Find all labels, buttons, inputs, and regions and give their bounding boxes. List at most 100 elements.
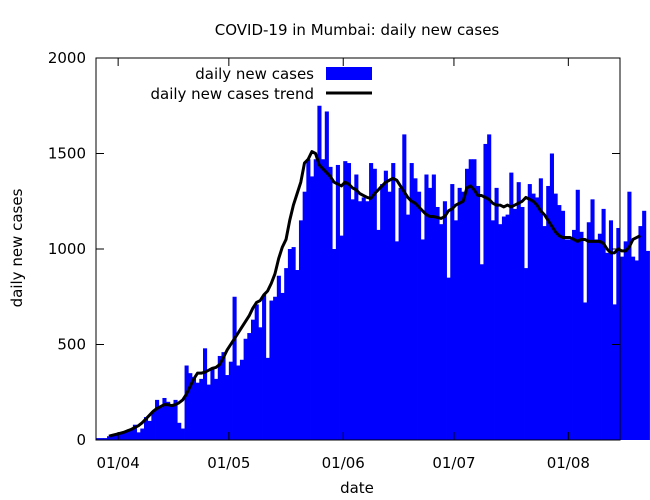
bar (354, 174, 359, 440)
bar (295, 270, 300, 440)
legend-swatch-daily-new-cases (326, 67, 372, 80)
bar (560, 210, 566, 440)
bar (428, 187, 433, 440)
bar (549, 153, 554, 440)
bar (365, 201, 370, 440)
chart-title: COVID-19 in Mumbai: daily new cases (215, 21, 500, 39)
bar (125, 430, 130, 440)
bar (247, 333, 252, 440)
bar (262, 294, 267, 440)
bar (232, 296, 237, 440)
bar (103, 438, 108, 440)
bar (479, 264, 484, 440)
bar (391, 163, 396, 441)
bar (487, 134, 492, 440)
bar (409, 163, 414, 441)
bar (387, 191, 392, 440)
bar (151, 411, 156, 440)
bar (287, 249, 292, 440)
bar (350, 199, 355, 440)
bar (169, 405, 174, 440)
x-tick-label: 01/05 (207, 454, 250, 472)
bar (265, 357, 270, 440)
bar (250, 319, 256, 440)
bar (465, 168, 470, 440)
y-tick-label: 0 (76, 431, 86, 449)
y-axis-label: daily new cases (8, 188, 26, 307)
y-axis: 0 500 1000 1500 2000 (48, 49, 620, 449)
bar (564, 239, 569, 440)
bar (531, 193, 536, 440)
bar (586, 222, 591, 440)
bar (509, 172, 514, 440)
bar (129, 428, 134, 440)
bar (645, 250, 650, 440)
bar (634, 260, 639, 440)
bar (376, 229, 381, 440)
x-axis: 01/04 01/05 01/06 01/07 01/08 (97, 58, 590, 472)
bar (439, 224, 444, 440)
bar (132, 424, 137, 440)
legend: daily new cases daily new cases trend (150, 65, 372, 103)
legend-label-daily-new-cases: daily new cases (195, 65, 314, 83)
bar (572, 229, 577, 440)
bar (332, 249, 337, 440)
bar (597, 233, 602, 440)
bar (114, 434, 119, 440)
bar (616, 227, 621, 440)
bar (177, 422, 182, 440)
x-tick-label: 01/04 (97, 454, 140, 472)
bar (642, 210, 647, 440)
bar (343, 161, 348, 440)
bar (162, 397, 167, 440)
bar (269, 300, 274, 440)
bar (302, 191, 307, 440)
bar (535, 197, 540, 440)
bar (369, 163, 374, 441)
bar (358, 201, 363, 440)
bar (501, 216, 507, 440)
bar (446, 277, 451, 440)
bar (96, 438, 101, 440)
bar (512, 208, 518, 440)
bar (284, 268, 289, 440)
bar (627, 191, 632, 440)
x-tick-label: 01/07 (432, 454, 475, 472)
bar (424, 174, 429, 440)
legend-label-trend: daily new cases trend (150, 85, 314, 103)
bar (258, 327, 263, 440)
bar (206, 384, 211, 440)
bar (217, 355, 222, 440)
bar (405, 214, 411, 440)
bar (110, 434, 115, 440)
bar (494, 187, 499, 440)
x-axis-label: date (340, 479, 374, 497)
bar (306, 159, 311, 441)
y-tick-label: 1000 (48, 240, 86, 258)
bar (203, 348, 208, 440)
bar (298, 220, 304, 440)
bar (583, 302, 588, 440)
bar (313, 159, 318, 441)
bar (431, 174, 436, 440)
bar (383, 170, 388, 440)
bar (158, 407, 163, 440)
bar (121, 432, 126, 440)
trend-line (108, 150, 641, 438)
bar (273, 296, 278, 440)
bar (188, 373, 193, 440)
bar (476, 185, 481, 440)
bar (638, 226, 643, 440)
bar (107, 436, 112, 440)
bar (524, 268, 529, 440)
bar (321, 159, 326, 441)
bar (195, 382, 200, 440)
bar (435, 206, 440, 440)
bar (199, 378, 204, 440)
bar (335, 164, 340, 440)
bar (147, 420, 152, 440)
bar (380, 184, 385, 440)
bar (527, 184, 532, 440)
bar (453, 220, 459, 440)
bar (483, 143, 488, 440)
